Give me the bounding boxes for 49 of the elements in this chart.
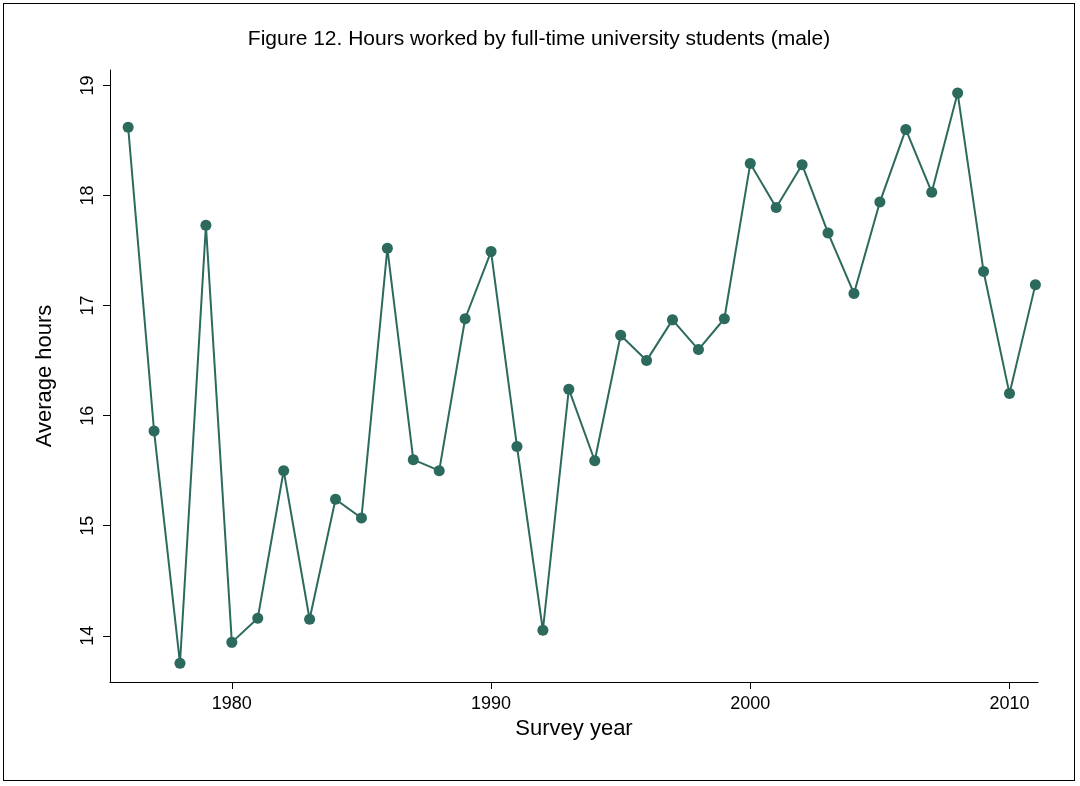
point	[667, 314, 678, 326]
y-tick-label: 17	[77, 295, 97, 316]
x-tick-label: 2010	[989, 693, 1030, 713]
x-axis-title: Survey year	[515, 715, 633, 741]
y-tick-label: 16	[77, 405, 97, 426]
point	[641, 355, 653, 367]
point	[822, 227, 834, 239]
point	[174, 657, 186, 669]
point	[1029, 279, 1041, 291]
point	[537, 624, 549, 636]
point	[148, 425, 160, 437]
point	[1004, 388, 1015, 400]
y-tick-label: 19	[77, 75, 97, 96]
point	[381, 242, 393, 254]
point	[900, 123, 912, 135]
point	[770, 202, 782, 214]
point	[304, 613, 316, 625]
point	[252, 612, 264, 624]
point	[407, 454, 419, 466]
point	[874, 196, 886, 208]
point	[485, 246, 497, 258]
point	[122, 121, 134, 133]
point	[433, 465, 445, 477]
point	[563, 383, 575, 395]
y-tick-label: 15	[77, 515, 97, 536]
point	[718, 313, 730, 325]
y-tick-label: 14	[77, 625, 97, 646]
point	[615, 329, 627, 341]
chart-title: Figure 12. Hours worked by full-time university students (male)	[247, 26, 831, 49]
point	[459, 313, 471, 325]
point	[744, 158, 756, 170]
point	[200, 219, 212, 231]
point	[278, 465, 290, 477]
y-tick-label: 18	[77, 185, 97, 206]
point	[952, 87, 964, 99]
point	[926, 186, 938, 198]
point	[355, 512, 367, 524]
point	[692, 344, 704, 356]
y-axis-title: Average hours	[30, 304, 56, 448]
point	[511, 440, 523, 452]
point	[978, 265, 990, 277]
x-tick-label: 1980	[211, 693, 252, 713]
x-tick-label: 2000	[730, 693, 771, 713]
x-tick-label: 1990	[471, 693, 512, 713]
point	[589, 455, 601, 467]
point	[330, 493, 342, 505]
point	[848, 287, 860, 299]
point	[796, 159, 808, 171]
point	[226, 636, 238, 648]
